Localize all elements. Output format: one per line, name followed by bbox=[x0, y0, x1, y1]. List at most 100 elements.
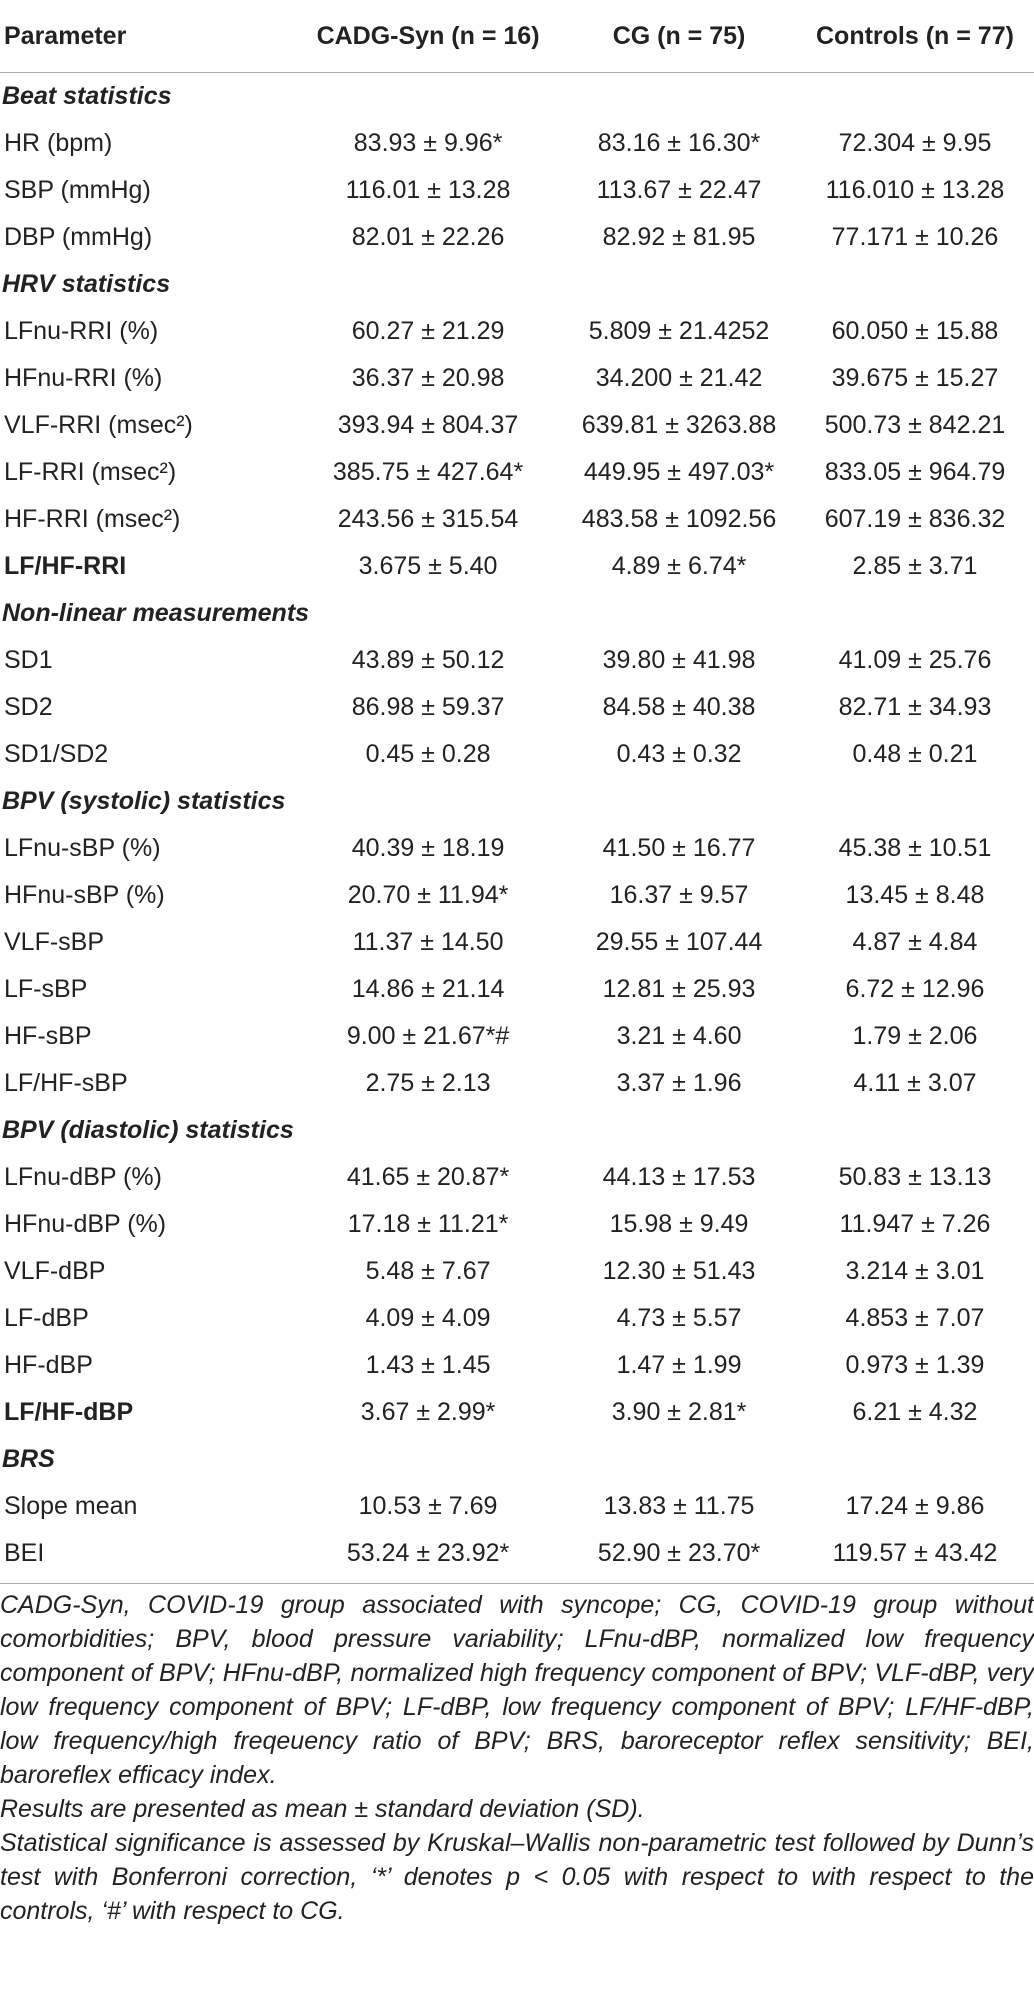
value-cell: 43.89 ± 50.12 bbox=[351, 646, 505, 674]
parameter-cell: SBP (mmHg) bbox=[4, 176, 151, 204]
value-cell: 86.98 ± 59.37 bbox=[351, 693, 505, 721]
parameter-cell: LF-sBP bbox=[4, 975, 88, 1003]
value-cell: 116.01 ± 13.28 bbox=[345, 176, 511, 204]
section-title: HRV statistics bbox=[2, 270, 171, 298]
value-cell: 116.010 ± 13.28 bbox=[825, 176, 1005, 204]
parameter-cell: HFnu-sBP (%) bbox=[4, 881, 165, 909]
value-cell: 4.11 ± 3.07 bbox=[853, 1069, 977, 1097]
value-cell: 3.21 ± 4.60 bbox=[616, 1022, 742, 1050]
value-cell: 16.37 ± 9.57 bbox=[609, 881, 749, 909]
data-row: VLF-RRI (msec²) 393.94 ± 804.37 639.81 ± 3… bbox=[0, 402, 1034, 449]
value-cell: 45.38 ± 10.51 bbox=[838, 834, 992, 862]
data-row: LF-dBP 4.09 ± 4.09 4.73 ± 5.57 4.853 ± 7.07 bbox=[0, 1295, 1034, 1342]
value-cell: 10.53 ± 7.69 bbox=[358, 1492, 498, 1520]
data-row: HFnu-sBP (%) 20.70 ± 11.94* 16.37 ± 9.57 13… bbox=[0, 872, 1034, 919]
parameter-cell: LF/HF-sBP bbox=[4, 1069, 128, 1097]
data-row: LFnu-dBP (%) 41.65 ± 20.87* 44.13 ± 17.53 5… bbox=[0, 1154, 1034, 1201]
value-cell: 82.01 ± 22.26 bbox=[351, 223, 505, 251]
section-title: Non-linear measurements bbox=[2, 599, 310, 627]
value-cell: 1.79 ± 2.06 bbox=[852, 1022, 978, 1050]
value-cell: 39.80 ± 41.98 bbox=[602, 646, 756, 674]
parameter-cell: LFnu-RRI (%) bbox=[4, 317, 159, 345]
value-cell: 483.58 ± 1092.56 bbox=[581, 505, 777, 533]
value-cell: 40.39 ± 18.19 bbox=[351, 834, 505, 862]
value-cell: 41.65 ± 20.87* bbox=[346, 1163, 510, 1191]
value-cell: 3.37 ± 1.96 bbox=[616, 1069, 742, 1097]
value-cell: 4.89 ± 6.74* bbox=[611, 552, 747, 580]
column-header: Controls (n = 77) bbox=[795, 0, 1034, 73]
section-row: BRS bbox=[0, 1436, 1034, 1483]
value-cell: 833.05 ± 964.79 bbox=[824, 458, 1006, 486]
value-cell: 119.57 ± 43.42 bbox=[832, 1539, 998, 1567]
value-cell: 3.90 ± 2.81* bbox=[611, 1398, 747, 1426]
value-cell: 3.214 ± 3.01 bbox=[845, 1257, 985, 1285]
value-cell: 11.37 ± 14.50 bbox=[352, 928, 504, 956]
value-cell: 2.75 ± 2.13 bbox=[365, 1069, 491, 1097]
data-row: HR (bpm) 83.93 ± 9.96* 83.16 ± 16.30* 72.30… bbox=[0, 120, 1034, 167]
parameter-cell: HF-sBP bbox=[4, 1022, 92, 1050]
data-row: HF-RRI (msec²) 243.56 ± 315.54 483.58 ± 10… bbox=[0, 496, 1034, 543]
parameter-cell: HR (bpm) bbox=[4, 129, 113, 157]
data-row: SD2 86.98 ± 59.37 84.58 ± 40.38 82.71 ± 34.… bbox=[0, 684, 1034, 731]
section-row: BPV (diastolic) statistics bbox=[0, 1107, 1034, 1154]
column-header: Parameter bbox=[0, 0, 294, 73]
value-cell: 9.00 ± 21.67*# bbox=[346, 1022, 510, 1050]
data-row: DBP (mmHg) 82.01 ± 22.26 82.92 ± 81.95 77.1… bbox=[0, 214, 1034, 261]
parameter-cell: LFnu-sBP (%) bbox=[4, 834, 161, 862]
value-cell: 34.200 ± 21.42 bbox=[595, 364, 763, 392]
value-cell: 4.73 ± 5.57 bbox=[616, 1304, 742, 1332]
parameter-cell: VLF-sBP bbox=[4, 928, 105, 956]
value-cell: 20.70 ± 11.94* bbox=[347, 881, 509, 909]
parameter-cell: VLF-dBP bbox=[4, 1257, 106, 1285]
value-cell: 36.37 ± 20.98 bbox=[351, 364, 505, 392]
data-row: SBP (mmHg) 116.01 ± 13.28 113.67 ± 22.47 11… bbox=[0, 167, 1034, 214]
section-title: Beat statistics bbox=[2, 82, 172, 110]
value-cell: 500.73 ± 842.21 bbox=[824, 411, 1006, 439]
data-row: LF/HF-RRI 3.675 ± 5.40 4.89 ± 6.74* 2.85 ± … bbox=[0, 543, 1034, 590]
parameter-cell: DBP (mmHg) bbox=[4, 223, 153, 251]
value-cell: 52.90 ± 23.70* bbox=[597, 1539, 761, 1567]
data-row: VLF-dBP 5.48 ± 7.67 12.30 ± 51.43 3.214 ± 3… bbox=[0, 1248, 1034, 1295]
section-title: BPV (diastolic) statistics bbox=[2, 1116, 294, 1144]
footnote: Results are presented as mean ± standard… bbox=[0, 1795, 645, 1823]
value-cell: 607.19 ± 836.32 bbox=[824, 505, 1006, 533]
value-cell: 44.13 ± 17.53 bbox=[602, 1163, 756, 1191]
value-cell: 5.48 ± 7.67 bbox=[365, 1257, 491, 1285]
value-cell: 2.85 ± 3.71 bbox=[852, 552, 978, 580]
value-cell: 83.93 ± 9.96* bbox=[353, 129, 503, 157]
value-cell: 243.56 ± 315.54 bbox=[337, 505, 519, 533]
value-cell: 385.75 ± 427.64* bbox=[332, 458, 524, 486]
value-cell: 113.67 ± 22.47 bbox=[596, 176, 762, 204]
value-cell: 82.71 ± 34.93 bbox=[838, 693, 992, 721]
data-row: SD1/SD2 0.45 ± 0.28 0.43 ± 0.32 0.48 ± 0.21 bbox=[0, 731, 1034, 778]
value-cell: 4.87 ± 4.84 bbox=[852, 928, 978, 956]
footnotes: CADG-Syn, COVID-19 group associated with… bbox=[0, 1583, 1034, 1928]
value-cell: 4.853 ± 7.07 bbox=[845, 1304, 985, 1332]
data-row: LFnu-sBP (%) 40.39 ± 18.19 41.50 ± 16.77 45… bbox=[0, 825, 1034, 872]
value-cell: 0.43 ± 0.32 bbox=[616, 740, 742, 768]
parameter-cell: SD1/SD2 bbox=[4, 740, 109, 768]
value-cell: 3.675 ± 5.40 bbox=[358, 552, 498, 580]
value-cell: 72.304 ± 9.95 bbox=[838, 129, 992, 157]
parameter-cell: LF/HF-dBP bbox=[4, 1398, 134, 1426]
parameter-cell: LF/HF-RRI bbox=[4, 552, 127, 580]
parameter-cell: HF-RRI (msec²) bbox=[4, 505, 181, 533]
value-cell: 6.21 ± 4.32 bbox=[852, 1398, 978, 1426]
parameter-cell: VLF-RRI (msec²) bbox=[4, 411, 193, 439]
value-cell: 53.24 ± 23.92* bbox=[346, 1539, 510, 1567]
value-cell: 39.675 ± 15.27 bbox=[831, 364, 999, 392]
parameter-cell: Slope mean bbox=[4, 1492, 138, 1520]
value-cell: 3.67 ± 2.99* bbox=[360, 1398, 496, 1426]
value-cell: 17.24 ± 9.86 bbox=[845, 1492, 985, 1520]
data-row: LFnu-RRI (%) 60.27 ± 21.29 5.809 ± 21.4252… bbox=[0, 308, 1034, 355]
section-row: HRV statistics bbox=[0, 261, 1034, 308]
parameter-cell: HFnu-dBP (%) bbox=[4, 1210, 167, 1238]
value-cell: 15.98 ± 9.49 bbox=[609, 1210, 749, 1238]
section-row: Non-linear measurements bbox=[0, 590, 1034, 637]
value-cell: 1.47 ± 1.99 bbox=[616, 1351, 742, 1379]
value-cell: 84.58 ± 40.38 bbox=[602, 693, 756, 721]
parameter-cell: LF-RRI (msec²) bbox=[4, 458, 177, 486]
data-row: SD1 43.89 ± 50.12 39.80 ± 41.98 41.09 ± 25.… bbox=[0, 637, 1034, 684]
value-cell: 12.81 ± 25.93 bbox=[602, 975, 756, 1003]
